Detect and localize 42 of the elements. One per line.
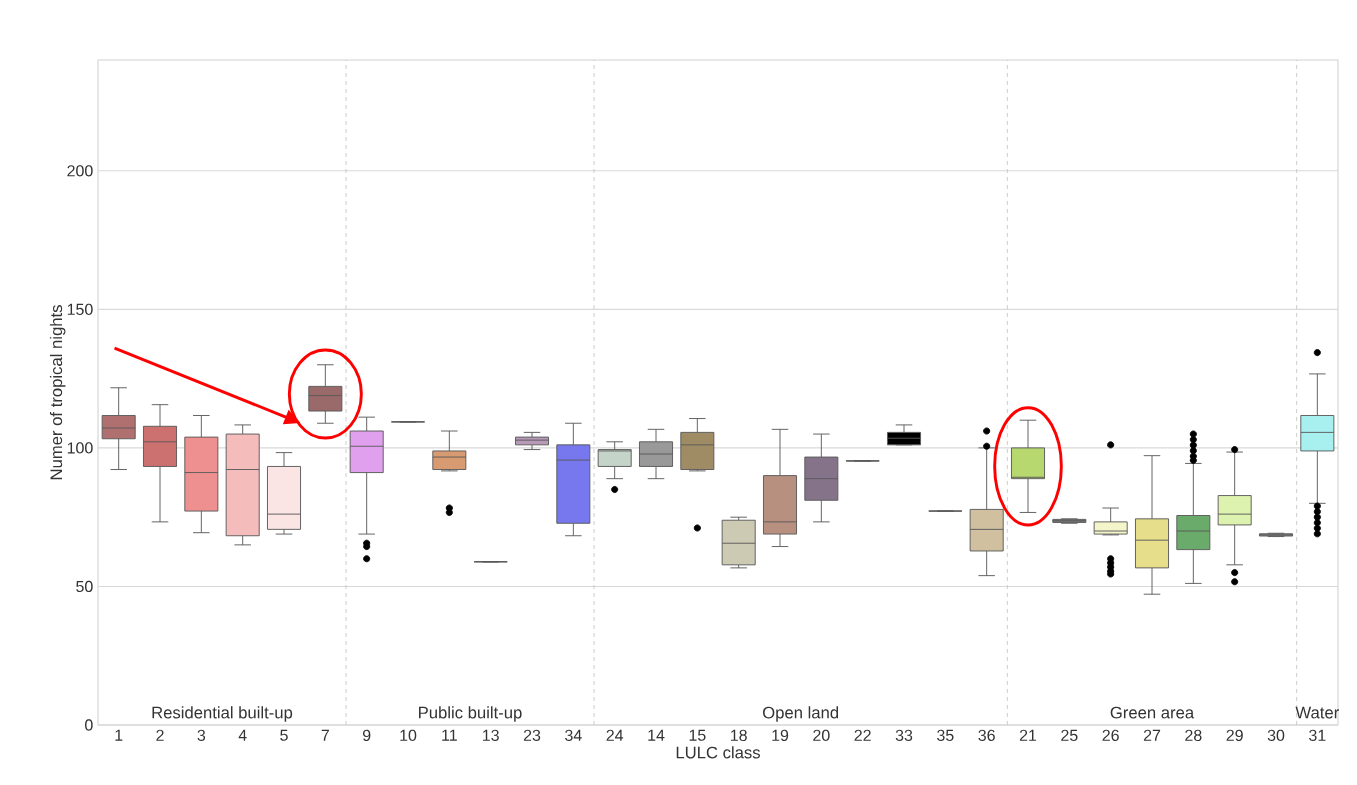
y-tick-label: 100	[67, 442, 93, 454]
y-tick-label: 200	[67, 165, 93, 177]
x-tick-label: 14	[648, 729, 665, 741]
x-tick-label: 3	[197, 729, 206, 742]
annotation: Public built-up	[419, 706, 522, 722]
x-tick-label: 15	[689, 729, 706, 741]
x-tick-label: 31	[1309, 729, 1326, 742]
y-tick-label: 150	[67, 303, 93, 316]
x-tick-label: 1	[115, 729, 123, 741]
x-tick-label: 27	[1143, 729, 1161, 741]
x-tick-label: 30	[1267, 729, 1285, 742]
x-tick-label: 28	[1185, 729, 1202, 742]
x-tick-label: 34	[565, 729, 582, 742]
x-tick-label: 22	[854, 729, 871, 741]
y-axis-title: Numer of tropical nights	[49, 305, 66, 480]
x-tick-label: 5	[280, 729, 288, 741]
x-tick-label: 7	[321, 729, 329, 741]
x-tick-label: 24	[606, 729, 624, 741]
x-tick-label: 18	[730, 729, 747, 742]
annotation: Open land	[763, 706, 839, 722]
x-tick-label: 11	[442, 729, 457, 741]
x-tick-label: 2	[156, 729, 164, 741]
x-tick-label: 26	[1102, 729, 1119, 742]
annotation: Green area	[1110, 706, 1195, 719]
x-tick-label: 33	[895, 729, 913, 742]
x-tick-label: 25	[1061, 729, 1078, 742]
x-tick-label: 20	[813, 729, 830, 742]
x-tick-label: 23	[523, 729, 541, 742]
x-tick-label: 29	[1226, 729, 1243, 742]
x-tick-label: 13	[482, 729, 499, 742]
x-tick-label: 19	[772, 729, 789, 742]
x-tick-label: 35	[937, 729, 954, 742]
y-tick-label: 0	[85, 719, 93, 731]
x-tick-label: 36	[978, 729, 995, 742]
y-tick-label: 50	[76, 580, 93, 593]
x-tick-label: 10	[400, 729, 417, 742]
x-tick-label: 4	[238, 729, 247, 741]
x-tick-label: 21	[1019, 729, 1037, 741]
annotation: Residential built-up	[152, 706, 293, 722]
x-tick-label: 9	[362, 729, 371, 742]
annotation: Water	[1295, 706, 1339, 719]
x-axis-title: LULC class	[676, 746, 760, 759]
